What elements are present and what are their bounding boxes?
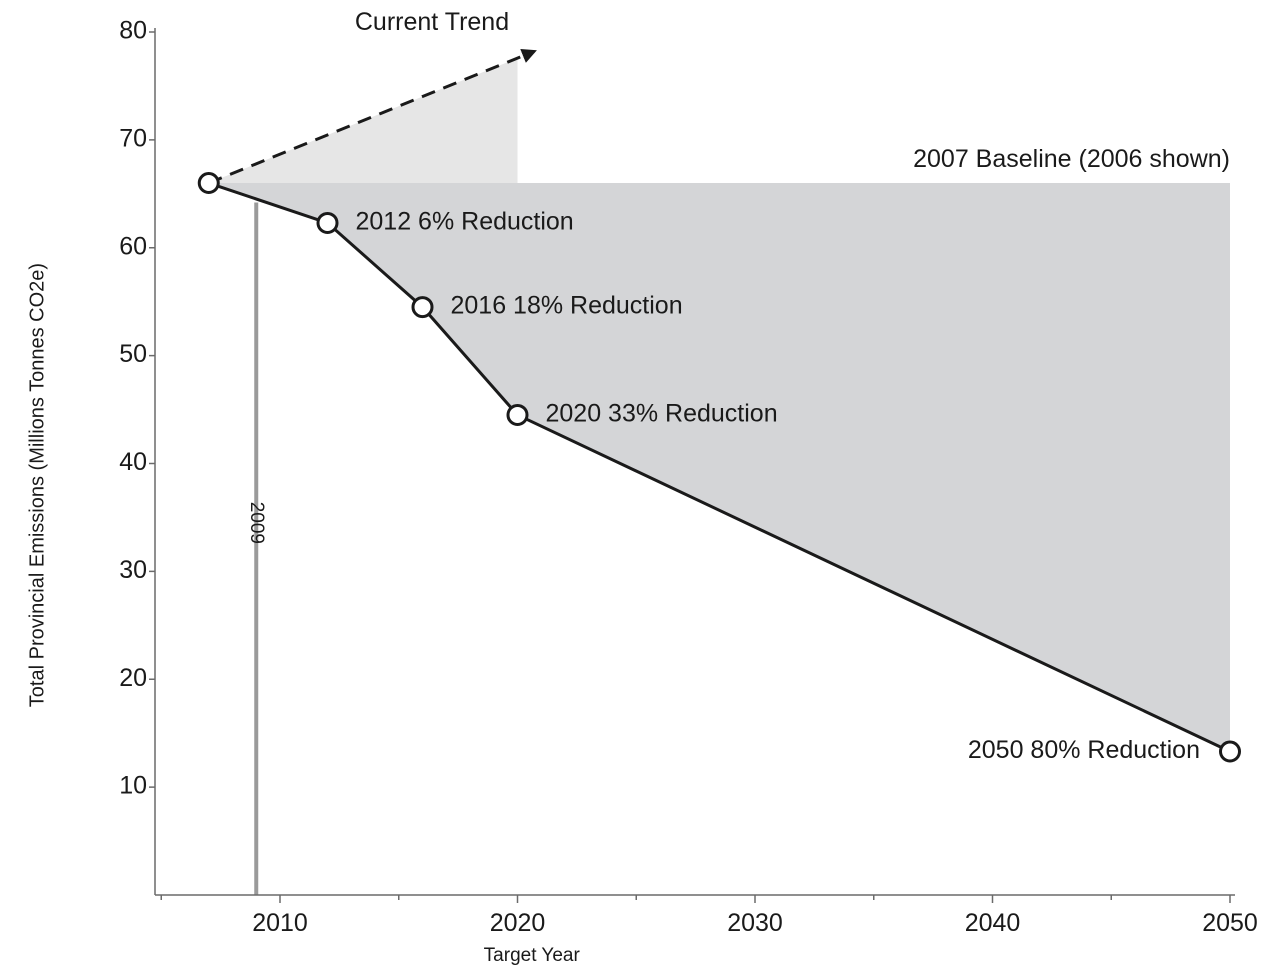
y-tick-label: 80 [119, 17, 147, 45]
x-axis-ticks: 2010 2020 2030 2040 2050 [160, 895, 1258, 937]
x-tick-label: 2020 [490, 909, 546, 937]
current-trend-label: Current Trend [355, 8, 509, 36]
baseline-label: 2007 Baseline (2006 shown) [913, 145, 1230, 173]
reduction-annotations: 2012 6% Reduction 2016 18% Reduction 2020 … [356, 208, 1201, 765]
annotation-2020-33-reduction: 2020 33% Reduction [546, 400, 778, 428]
data-point-2016 [411, 296, 434, 319]
x-tick-label: 2030 [727, 909, 783, 937]
y-tick-label: 10 [119, 772, 147, 800]
y-tick-label: 40 [119, 448, 147, 476]
year-2009-label: 2009 [246, 502, 267, 544]
data-point-2012 [316, 211, 339, 234]
data-point-markers [197, 172, 1241, 763]
y-axis-title: Total Provincial Emissions (Millions Ton… [26, 263, 48, 707]
x-tick-label: 2010 [252, 909, 308, 937]
y-tick-label: 60 [119, 232, 147, 260]
annotation-2012-6-reduction: 2012 6% Reduction [356, 208, 574, 236]
y-tick-label: 50 [119, 340, 147, 368]
reduction-area [208, 183, 1230, 752]
data-point-2050 [1219, 740, 1241, 763]
y-tick-label: 30 [119, 556, 147, 584]
y-tick-label: 20 [119, 664, 147, 692]
x-axis-title: Target Year [484, 945, 581, 966]
y-tick-label: 70 [119, 124, 147, 152]
current-trend-line [208, 48, 537, 185]
x-tick-label: 2040 [965, 909, 1021, 937]
x-tick-label: 2050 [1202, 909, 1258, 937]
annotation-2050-80-reduction: 2050 80% Reduction [968, 736, 1200, 764]
data-point-2020 [506, 403, 529, 426]
data-point-2007 [197, 172, 220, 195]
y-axis-ticks: 10 20 30 40 50 60 70 80 [119, 17, 155, 800]
annotation-2016-18-reduction: 2016 18% Reduction [451, 292, 683, 320]
